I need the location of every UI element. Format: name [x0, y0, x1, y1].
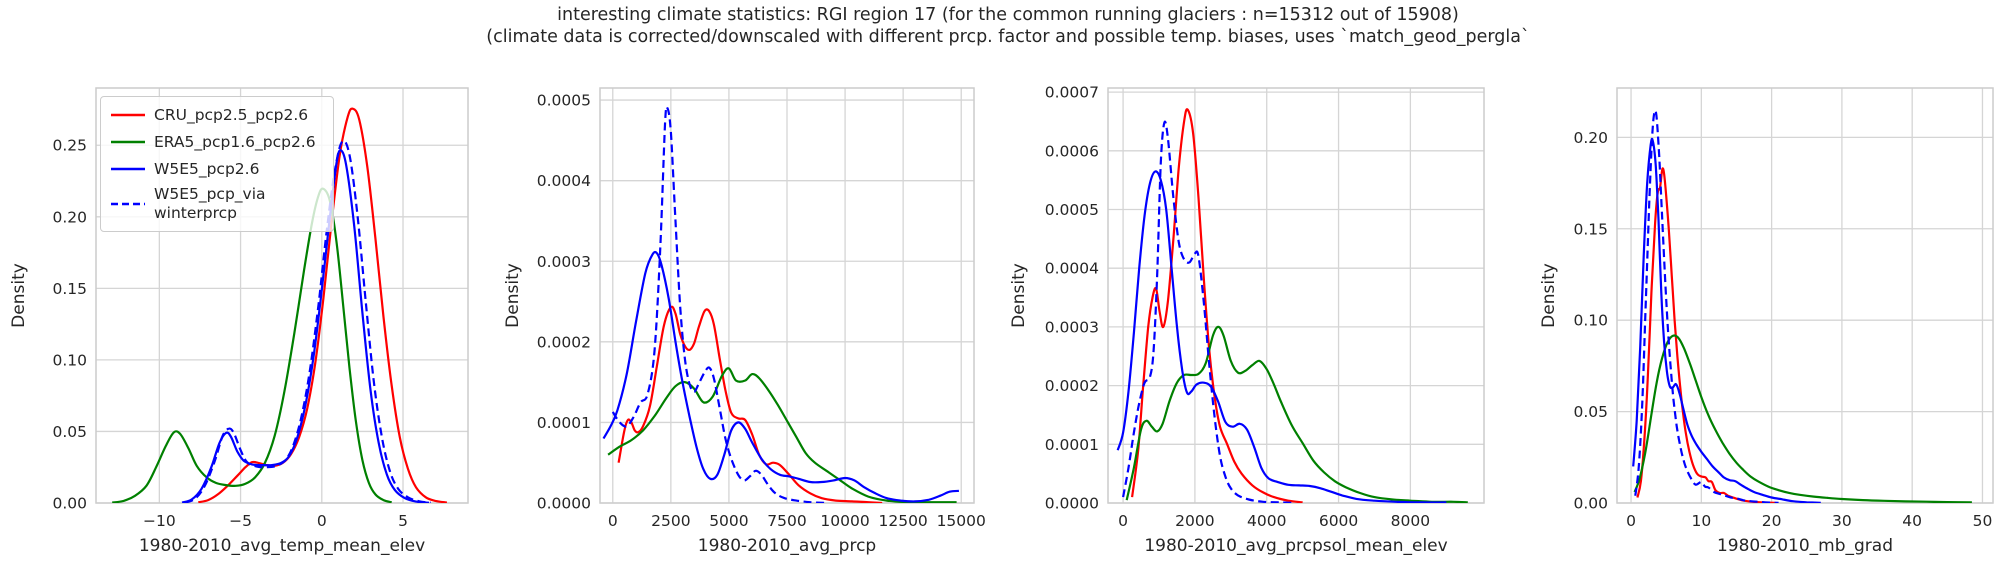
- y-tick-label: 0.0005: [537, 92, 591, 110]
- subplot-avg-temp-mean-elev: −10 −5 0 5 0.00 0.05 0.10 0.15 0.20 0.25 1980-2010…: [0, 0, 504, 576]
- legend-entry-label: W5E5_pcp2.6: [154, 159, 260, 178]
- subplot-avg-prcpsol-mean-elev: 0 2000 4000 6000 8000 0.0000 0.0001 0.0002 0.000…: [1008, 0, 1512, 576]
- x-tick-label: 15000: [937, 512, 986, 530]
- y-tick-label: 0.0001: [537, 414, 591, 432]
- y-tick-label: 0.0005: [1045, 201, 1099, 219]
- y-tick-label: 0.0007: [1045, 84, 1099, 102]
- y-tick-label: 0.00: [52, 495, 87, 513]
- x-axis-label: 1980-2010_avg_prcpsol_mean_elev: [1144, 536, 1447, 556]
- series-line-era5-pcp1-6-pcp2-6: [607, 367, 957, 503]
- y-tick-label: 0.0006: [1045, 142, 1099, 160]
- x-tick-label: 4000: [1247, 512, 1286, 530]
- legend: CRU_pcp2.5_pcp2.6 ERA5_pcp1.6_pcp2.6 W5E5_…: [100, 96, 334, 232]
- legend-entry-label: CRU_pcp2.5_pcp2.6: [154, 105, 309, 124]
- x-tick-label: 7500: [767, 512, 806, 530]
- x-axis-label: 1980-2010_mb_grad: [1717, 536, 1893, 556]
- legend-entry-label: ERA5_pcp1.6_pcp2.6: [154, 132, 316, 151]
- y-tick-label: 0.0004: [1045, 260, 1099, 278]
- chart-canvas: 0 2500 5000 7500 10000 12500 15000 0.0000 0.0001…: [503, 87, 986, 556]
- figure-title-line-1: interesting climate statistics: RGI regi…: [557, 5, 1459, 25]
- y-tick-label: 0.0002: [1045, 377, 1099, 395]
- y-tick-label: 0.20: [1573, 129, 1608, 147]
- y-tick-label: 0.10: [1573, 312, 1608, 330]
- y-tick-label: 0.15: [1573, 220, 1608, 238]
- series-line-w5e5-pcp2-6: [602, 250, 959, 503]
- y-tick-label: 0.00: [1573, 495, 1608, 513]
- x-tick-label: 30: [1832, 512, 1852, 530]
- y-axis-label: Density: [1539, 263, 1559, 328]
- series-line-era5-pcp1-6-pcp2-6: [112, 187, 393, 503]
- chart-canvas: 0 2000 4000 6000 8000 0.0000 0.0001 0.0002 0.000…: [1009, 84, 1485, 556]
- x-tick-label: 2000: [1175, 512, 1214, 530]
- y-tick-label: 0.0003: [537, 253, 591, 271]
- legend-line-icon: [111, 113, 145, 117]
- y-tick-label: 0.0002: [537, 333, 591, 351]
- axes-border: [1107, 87, 1485, 504]
- x-tick-label: 0: [1626, 512, 1636, 530]
- chart-canvas: 0 10 20 30 40 50 0.00 0.05 0.10 0.15 0.20 1980-2010…: [1539, 87, 1994, 556]
- y-tick-label: 0.0004: [537, 172, 591, 190]
- legend-entry-label: W5E5_pcp_via winterprcp: [154, 185, 266, 222]
- series-line-w5e5-pcp2-6: [1116, 170, 1447, 503]
- legend-entry: CRU_pcp2.5_pcp2.6: [110, 104, 324, 126]
- legend-entry: ERA5_pcp1.6_pcp2.6: [110, 131, 324, 153]
- x-tick-label: 50: [1973, 512, 1993, 530]
- axes-border: [95, 87, 469, 504]
- axes-border: [599, 87, 975, 504]
- x-tick-label: 40: [1902, 512, 1922, 530]
- series-line-w5e5-pcp-via-winterprcp: [184, 139, 431, 503]
- y-axis-label: Density: [504, 263, 523, 328]
- subplot-mb-grad: 0 10 20 30 40 50 0.00 0.05 0.10 0.15 0.20 1980-2010…: [1512, 0, 2016, 576]
- y-tick-label: 0.0000: [1045, 495, 1099, 513]
- figure-title-line-2: (climate data is corrected/downscaled wi…: [486, 27, 1530, 47]
- x-tick-label: 6000: [1319, 512, 1358, 530]
- y-tick-label: 0.25: [52, 137, 87, 155]
- legend-line-icon: [111, 167, 145, 171]
- series-line-w5e5-pcp-via-winterprcp: [611, 105, 827, 503]
- y-axis-label: Density: [1009, 263, 1029, 328]
- subplot-avg-prcp: 0 2500 5000 7500 10000 12500 15000 0.0000 0.0001…: [503, 0, 1008, 576]
- x-tick-label: 10000: [820, 512, 869, 530]
- x-tick-label: 2500: [651, 512, 690, 530]
- y-tick-label: 0.0001: [1045, 436, 1099, 454]
- series-line-cru-pcp2-5-pcp2-6: [1131, 108, 1303, 503]
- y-tick-label: 0.20: [52, 208, 87, 226]
- y-tick-label: 0.05: [1573, 403, 1608, 421]
- series-line-cru-pcp2-5-pcp2-6: [617, 305, 883, 503]
- x-tick-label: −10: [143, 512, 176, 530]
- y-tick-label: 0.10: [52, 351, 87, 369]
- legend-line-icon: [111, 140, 145, 144]
- chart-canvas: −10 −5 0 5 0.00 0.05 0.10 0.15 0.20 0.25 1980-2010…: [9, 87, 469, 556]
- legend-entry: W5E5_pcp_via winterprcp: [110, 185, 324, 223]
- x-tick-label: 5000: [709, 512, 748, 530]
- legend-entry: W5E5_pcp2.6: [110, 158, 324, 180]
- x-axis-label: 1980-2010_avg_prcp: [698, 536, 876, 556]
- series-line-w5e5-pcp2-6: [181, 149, 430, 503]
- series-line-era5-pcp1-6-pcp2-6: [1125, 325, 1468, 503]
- y-tick-label: 0.15: [52, 280, 87, 298]
- x-tick-label: 0: [608, 512, 618, 530]
- x-tick-label: 20: [1762, 512, 1782, 530]
- x-tick-label: 0: [317, 512, 327, 530]
- y-axis-label: Density: [9, 263, 29, 328]
- x-tick-label: −5: [229, 512, 252, 530]
- x-tick-label: 12500: [878, 512, 927, 530]
- x-tick-label: 5: [398, 512, 408, 530]
- legend-dashed-line-icon: [111, 202, 145, 206]
- x-tick-label: 8000: [1391, 512, 1430, 530]
- x-tick-label: 0: [1118, 512, 1128, 530]
- y-tick-label: 0.0003: [1045, 318, 1099, 336]
- x-tick-label: 10: [1691, 512, 1711, 530]
- y-tick-label: 0.05: [52, 423, 87, 441]
- x-axis-label: 1980-2010_avg_temp_mean_elev: [139, 536, 425, 556]
- series-line-cru-pcp2-5-pcp2-6: [198, 107, 448, 503]
- y-tick-label: 0.0000: [537, 495, 591, 513]
